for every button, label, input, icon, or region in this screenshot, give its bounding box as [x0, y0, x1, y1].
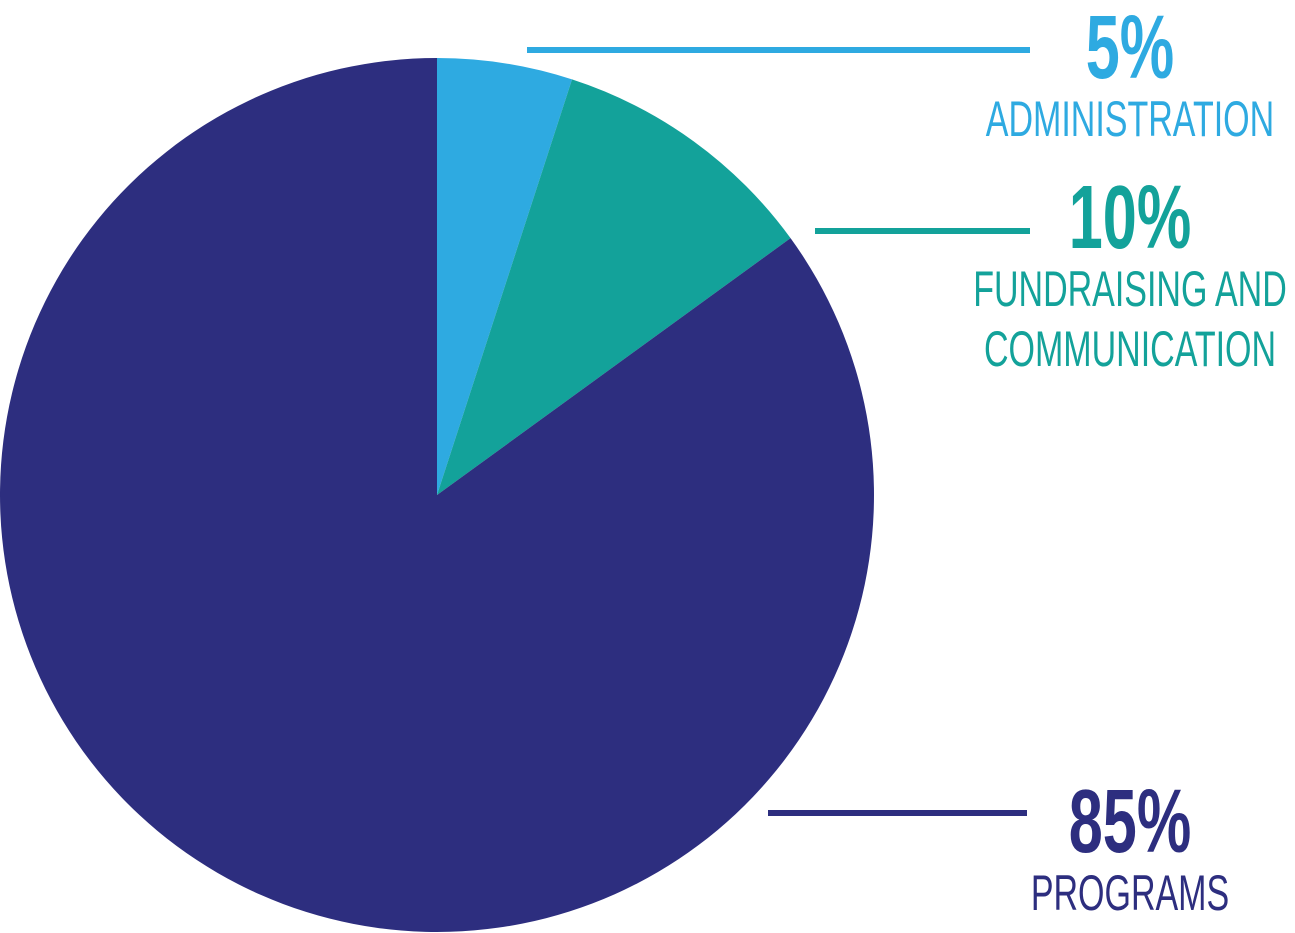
category-label: PROGRAMS [1030, 865, 1230, 921]
pie-slice [0, 58, 874, 932]
category-label: ADMINISTRATION [985, 91, 1275, 147]
slice-label: 5% ADMINISTRATION [967, 0, 1293, 149]
value-label: 85% [1068, 772, 1192, 872]
value-label: 5% [1085, 0, 1175, 98]
pie-slice [437, 79, 791, 495]
slice-label: 85% PROGRAMS [967, 772, 1293, 923]
value-label: 10% [1068, 168, 1192, 268]
pie-slice [437, 58, 573, 495]
category-label: FUNDRAISING AND COMMUNICATION [973, 261, 1287, 377]
slice-label: 10% FUNDRAISING AND COMMUNICATION [967, 168, 1293, 379]
